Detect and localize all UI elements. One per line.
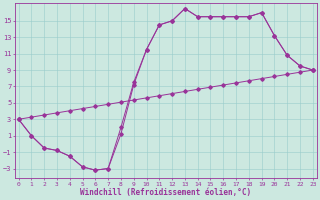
X-axis label: Windchill (Refroidissement éolien,°C): Windchill (Refroidissement éolien,°C) — [80, 188, 251, 197]
